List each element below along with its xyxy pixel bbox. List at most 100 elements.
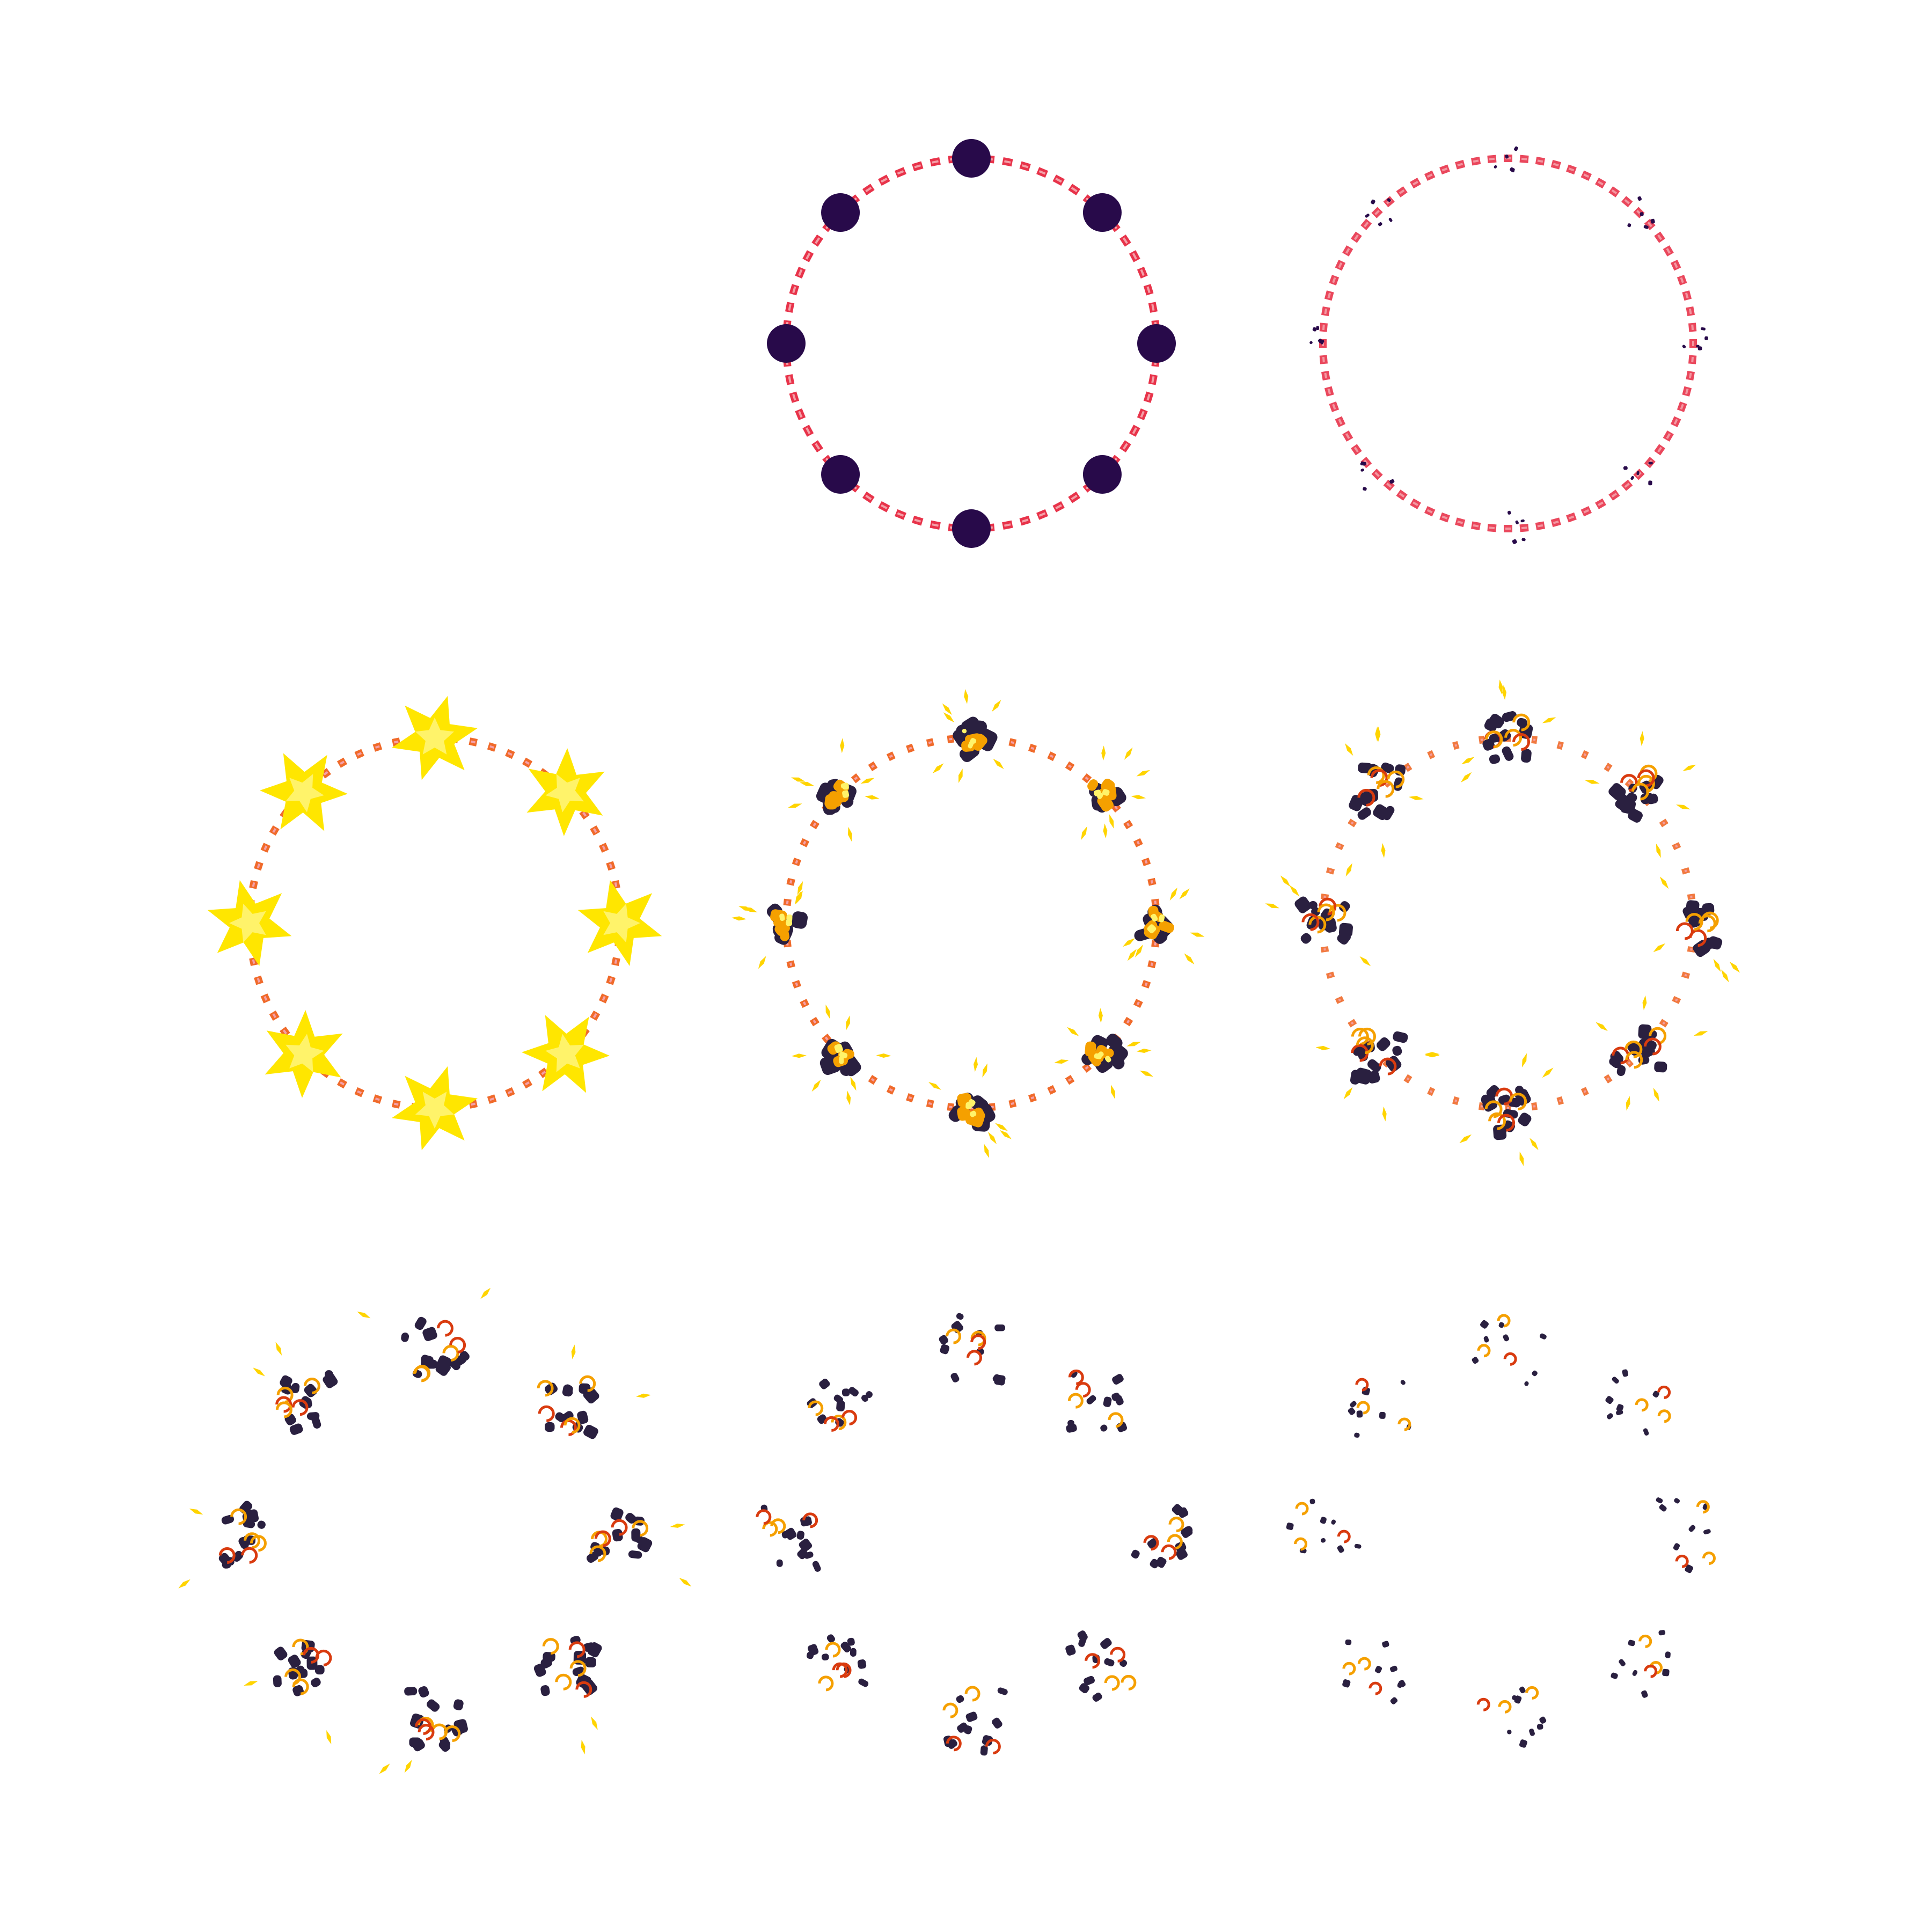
- fuse-highlight: [949, 737, 953, 741]
- fuse-highlight: [1688, 308, 1692, 314]
- debris-speck: [1521, 538, 1526, 541]
- fuse-highlight: [1140, 411, 1145, 418]
- fuse-highlight: [489, 1097, 495, 1101]
- frame-smoke-large: [178, 1287, 692, 1774]
- fire-ring: [442, 1345, 459, 1362]
- fuse-highlight: [1353, 234, 1359, 240]
- fuse-highlight: [865, 494, 872, 500]
- smoke-chunk: [628, 1550, 642, 1559]
- fuse-highlight: [949, 1106, 953, 1109]
- fuse-highlight: [264, 996, 268, 1001]
- smoke-chunk: [583, 1387, 599, 1404]
- smoke-chunk: [1066, 1424, 1077, 1433]
- bomb: [1082, 455, 1122, 494]
- fuse-highlight: [1324, 372, 1328, 379]
- fuse-highlight: [1050, 755, 1054, 758]
- smoke-chunk: [1373, 804, 1389, 821]
- fuse-highlight: [1329, 869, 1332, 873]
- fire-ring: [841, 1409, 858, 1425]
- flash-core: [603, 903, 640, 943]
- fire-ring: [946, 1328, 962, 1344]
- spark: [591, 1716, 598, 1730]
- fuse-highlight: [323, 771, 328, 775]
- fire-highlight: [965, 1102, 972, 1109]
- fuse-highlight: [1521, 157, 1527, 160]
- fire-ring: [967, 1350, 982, 1366]
- smoke-chunk: [1103, 1396, 1112, 1407]
- fuse-highlight: [1132, 427, 1137, 434]
- smoke-chunk: [410, 1713, 425, 1729]
- fuse-highlight: [507, 1090, 513, 1094]
- fire-ring: [1351, 1028, 1369, 1045]
- fuse-highlight: [602, 996, 606, 1001]
- smoke-chunk: [1652, 1391, 1659, 1398]
- fuse-highlight: [813, 1019, 817, 1024]
- smoke-chunk: [1619, 1659, 1626, 1666]
- fuse-highlight: [932, 523, 939, 527]
- fuse-highlight: [1454, 744, 1458, 747]
- fuse-highlight: [471, 740, 476, 744]
- fire-ring: [1643, 1037, 1662, 1056]
- smoke-chunk: [1092, 1692, 1102, 1702]
- smoke-chunk: [1519, 1739, 1527, 1748]
- fire-ring: [241, 1547, 258, 1564]
- fuse-highlight: [1553, 521, 1559, 524]
- smoke-chunk: [1342, 1679, 1351, 1688]
- smoke-chunk: [1641, 1038, 1657, 1051]
- spark: [1190, 932, 1205, 937]
- fuse-highlight: [1345, 248, 1350, 254]
- fire-ring: [1356, 1401, 1370, 1415]
- smoke-chunk: [796, 1531, 804, 1540]
- spark: [189, 1509, 203, 1515]
- fire-ring: [1357, 788, 1375, 807]
- fuse-highlight: [1558, 744, 1562, 747]
- spark: [1109, 814, 1114, 829]
- smoke-chunk: [1524, 1381, 1529, 1386]
- spark: [1585, 780, 1600, 784]
- spark: [1461, 772, 1472, 782]
- spark: [178, 1579, 191, 1589]
- debris-speck: [1371, 199, 1375, 204]
- fire-ring: [1351, 1044, 1369, 1062]
- smoke-chunk: [956, 1695, 964, 1703]
- fire-ring: [1637, 774, 1655, 793]
- flash-core: [545, 1034, 584, 1072]
- frame-bombs: [767, 139, 1176, 548]
- debris-speck: [1363, 487, 1367, 491]
- smoke-chunk: [1493, 1124, 1507, 1140]
- fuse-highlight: [1533, 1105, 1536, 1108]
- smoke-chunk: [1348, 1407, 1356, 1415]
- fuse-highlight: [824, 1036, 829, 1041]
- fuse-highlight: [1684, 974, 1687, 977]
- smoke-chunk: [404, 1687, 418, 1696]
- spark: [865, 795, 880, 800]
- spark: [581, 1739, 586, 1755]
- smoke-chunk: [848, 1387, 859, 1397]
- spark: [1653, 1088, 1659, 1102]
- fuse-highlight: [1583, 173, 1590, 178]
- smoke-chunk: [401, 1333, 409, 1342]
- flash-burst: [265, 1010, 343, 1098]
- fuse-highlight: [1426, 509, 1433, 514]
- spark: [1280, 875, 1291, 887]
- fuse-highlight: [1322, 356, 1325, 363]
- smoke-chunk: [1079, 1683, 1089, 1694]
- smoke-chunk: [1390, 1697, 1398, 1704]
- debris-speck: [1704, 336, 1708, 340]
- fuse-highlight: [1329, 974, 1332, 977]
- smoke-chunk: [1656, 1497, 1663, 1504]
- fire-ring: [818, 1675, 834, 1692]
- spark: [799, 782, 815, 786]
- fire-ring: [1649, 1661, 1663, 1674]
- fuse-highlight: [1675, 998, 1678, 1001]
- spark: [1659, 876, 1669, 889]
- smoke-chunk: [1641, 1690, 1648, 1698]
- smoke-chunk: [1309, 1498, 1315, 1504]
- fuse-highlight: [970, 1107, 973, 1109]
- fire-ring: [1319, 897, 1337, 916]
- spark: [1461, 757, 1475, 765]
- fuse-highlight: [1150, 880, 1153, 884]
- fuse-highlight: [252, 882, 255, 887]
- fuse-highlight: [786, 901, 789, 904]
- frame-fireball: [731, 689, 1205, 1158]
